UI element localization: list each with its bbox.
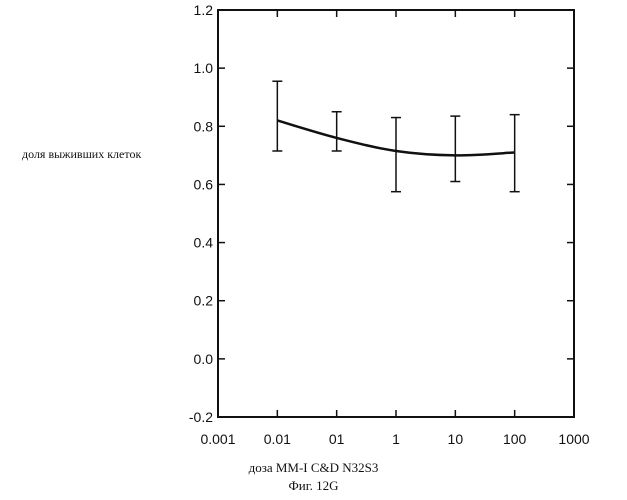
x-tick-label: 0.01 [264,431,291,447]
y-tick-label: -0.2 [189,409,213,425]
y-tick-label: 0.0 [194,351,214,367]
x-tick-label: 01 [329,431,345,447]
x-tick-label: 0.001 [200,431,235,447]
x-tick-label: 1000 [558,431,589,447]
x-tick-label: 1 [392,431,400,447]
y-axis-label: доля выживших клеток [22,147,141,162]
figure-caption: Фиг. 12G [0,478,627,494]
x-axis-label: доза MM-I C&D N32S3 [0,460,627,476]
y-tick-label: 0.6 [194,176,214,192]
y-axis: 1.2 1.0 0.8 0.6 0.4 0.2 0.0 -0.2 [189,2,574,425]
y-tick-label: 0.4 [194,235,214,251]
plot-frame [218,10,574,417]
chart: 1.2 1.0 0.8 0.6 0.4 0.2 0.0 -0.2 0.001 0.01 01 1 10… [0,0,627,500]
x-axis: 0.001 0.01 01 1 10 100 1000 [200,10,589,447]
y-tick-label: 1.2 [194,2,214,18]
x-tick-label: 10 [448,431,464,447]
y-tick-label: 1.0 [194,60,214,76]
y-tick-label: 0.8 [194,118,214,134]
series-survival [272,81,519,191]
y-tick-label: 0.2 [194,293,214,309]
x-tick-label: 100 [503,431,527,447]
